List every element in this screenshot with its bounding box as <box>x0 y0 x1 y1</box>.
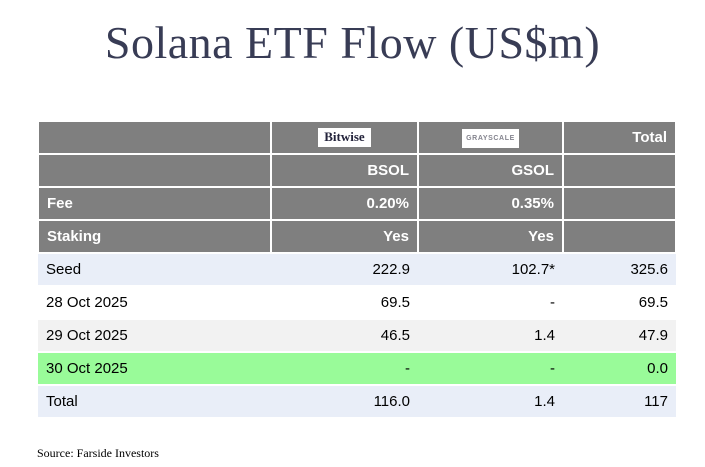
row-label: 28 Oct 2025 <box>38 285 271 319</box>
fee-row: Fee 0.20% 0.35% <box>37 186 677 221</box>
ticker-gsol: GSOL <box>417 153 564 188</box>
cell-total: 0.0 <box>563 351 676 385</box>
data-row-seed: Seed 222.9 102.7* 325.6 <box>38 252 676 286</box>
ticker-row: BSOL GSOL <box>37 153 677 188</box>
cell-bsol: 222.9 <box>271 252 418 286</box>
cell-bsol: - <box>271 351 418 385</box>
row-label: 30 Oct 2025 <box>38 351 271 385</box>
grayscale-logo: GRAYSCALE <box>462 129 519 148</box>
staking-bsol: Yes <box>270 219 419 254</box>
grayscale-logo-cell: GRAYSCALE <box>417 120 564 155</box>
cell-gsol: - <box>418 351 563 385</box>
data-row-total: Total 116.0 1.4 117 <box>38 384 676 417</box>
row-label: 29 Oct 2025 <box>38 318 271 352</box>
ticker-total-cell <box>562 153 677 188</box>
bitwise-logo-cell: Bitwise <box>270 120 419 155</box>
cell-gsol: 1.4 <box>418 384 563 417</box>
ticker-bsol: BSOL <box>270 153 419 188</box>
cell-total: 325.6 <box>563 252 676 286</box>
total-header: Total <box>562 120 677 155</box>
staking-gsol: Yes <box>417 219 564 254</box>
data-row-30-oct-highlighted: 30 Oct 2025 - - 0.0 <box>38 351 676 385</box>
cell-total: 117 <box>563 384 676 417</box>
staking-total-cell <box>562 219 677 254</box>
row-label: Seed <box>38 252 271 286</box>
data-row-29-oct: 29 Oct 2025 46.5 1.4 47.9 <box>38 318 676 352</box>
cell-total: 69.5 <box>563 285 676 319</box>
cell-bsol: 46.5 <box>271 318 418 352</box>
fee-row-label: Fee <box>37 186 272 221</box>
page-title: Solana ETF Flow (US$m) <box>104 17 601 68</box>
fee-bsol: 0.20% <box>270 186 419 221</box>
data-row-28-oct: 28 Oct 2025 69.5 - 69.5 <box>38 285 676 319</box>
bitwise-logo: Bitwise <box>318 128 371 147</box>
cell-gsol: 102.7* <box>418 252 563 286</box>
cell-bsol: 116.0 <box>271 384 418 417</box>
row-label: Total <box>38 384 271 417</box>
provider-logo-row: Bitwise GRAYSCALE Total <box>37 120 677 155</box>
ticker-row-label <box>37 153 272 188</box>
fee-total-cell <box>562 186 677 221</box>
corner-cell <box>37 120 272 155</box>
staking-row: Staking Yes Yes <box>37 219 677 254</box>
staking-row-label: Staking <box>37 219 272 254</box>
cell-gsol: - <box>418 285 563 319</box>
cell-gsol: 1.4 <box>418 318 563 352</box>
etf-flow-table: Bitwise GRAYSCALE Total BSOL GSOL Fee 0.… <box>37 120 677 417</box>
cell-total: 47.9 <box>563 318 676 352</box>
fee-gsol: 0.35% <box>417 186 564 221</box>
source-attribution: Source: Farside Investors <box>37 446 159 460</box>
cell-bsol: 69.5 <box>271 285 418 319</box>
